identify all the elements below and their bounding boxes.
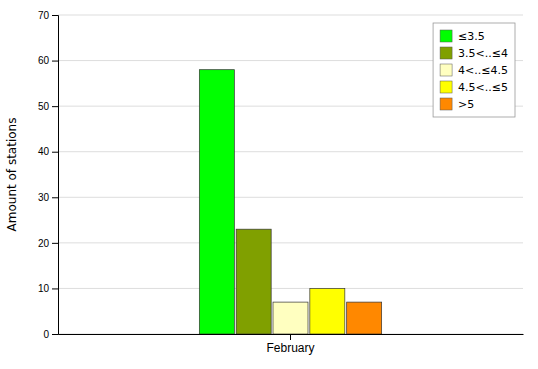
legend-swatch <box>440 64 452 76</box>
y-tick-label: 0 <box>43 329 49 340</box>
legend-label: ≤3.5 <box>458 30 485 43</box>
bar <box>273 302 308 334</box>
bar <box>199 70 234 334</box>
legend-box <box>433 23 515 117</box>
legend-label: 4.5<..≤5 <box>458 81 508 94</box>
grid-line <box>58 197 523 198</box>
legend-label: 3.5<..≤4 <box>458 47 508 60</box>
bar <box>236 229 271 334</box>
y-tick: 70 <box>38 10 58 21</box>
legend-item: ≤3.5 <box>440 30 485 43</box>
y-tick-label: 50 <box>38 101 50 112</box>
y-tick-mark <box>52 197 58 198</box>
y-tick-mark <box>52 334 58 335</box>
legend-item: 4<..≤4.5 <box>440 64 508 77</box>
x-axis: February <box>59 334 524 355</box>
grid-line <box>58 151 523 152</box>
x-tick: February <box>266 334 314 355</box>
legend-swatch <box>440 30 452 42</box>
plot: 0 10 20 30 40 50 60 70 February ≤3.5 3.5<..≤4 4<..≤… <box>38 10 524 355</box>
x-tick-label: February <box>266 341 314 355</box>
y-tick-label: 30 <box>38 192 50 203</box>
y-tick: 40 <box>38 146 58 157</box>
y-tick-label: 20 <box>38 238 50 249</box>
y-tick-mark <box>52 152 58 153</box>
y-axis-title: Amount of stations <box>5 118 19 232</box>
y-tick: 30 <box>38 192 58 203</box>
legend-item: >5 <box>440 98 474 111</box>
legend-label: 4<..≤4.5 <box>458 64 508 77</box>
y-tick-label: 10 <box>38 283 50 294</box>
y-tick: 60 <box>38 55 58 66</box>
y-tick: 20 <box>38 238 58 249</box>
y-tick: 0 <box>43 329 58 340</box>
y-tick-label: 60 <box>38 55 50 66</box>
y-tick-mark <box>52 106 58 107</box>
y-axis-line <box>52 16 59 335</box>
bar <box>310 288 345 334</box>
grid-line <box>58 15 523 16</box>
grid <box>58 15 523 334</box>
y-tick: 10 <box>38 283 58 294</box>
legend-label: >5 <box>458 98 474 111</box>
y-tick-mark <box>52 288 58 289</box>
grid-line <box>58 242 523 243</box>
y-tick-mark <box>52 15 58 16</box>
bar <box>347 302 382 334</box>
y-tick: 50 <box>38 101 58 112</box>
chart: 0 10 20 30 40 50 60 70 February ≤3.5 3.5<..≤4 4<..≤… <box>0 0 538 369</box>
legend-swatch <box>440 98 452 110</box>
grid-line <box>58 288 523 289</box>
legend: ≤3.5 3.5<..≤4 4<..≤4.5 4.5<..≤5 >5 <box>433 23 515 117</box>
legend-swatch <box>440 81 452 93</box>
y-tick-label: 40 <box>38 146 50 157</box>
x-tick-mark <box>290 334 291 340</box>
y-tick-label: 70 <box>38 10 50 21</box>
y-axis: 0 10 20 30 40 50 60 70 <box>38 10 59 340</box>
legend-item: 4.5<..≤5 <box>440 81 508 94</box>
y-tick-mark <box>52 243 58 244</box>
bars <box>199 70 381 334</box>
y-tick-mark <box>52 61 58 62</box>
legend-item: 3.5<..≤4 <box>440 47 508 60</box>
legend-swatch <box>440 47 452 59</box>
